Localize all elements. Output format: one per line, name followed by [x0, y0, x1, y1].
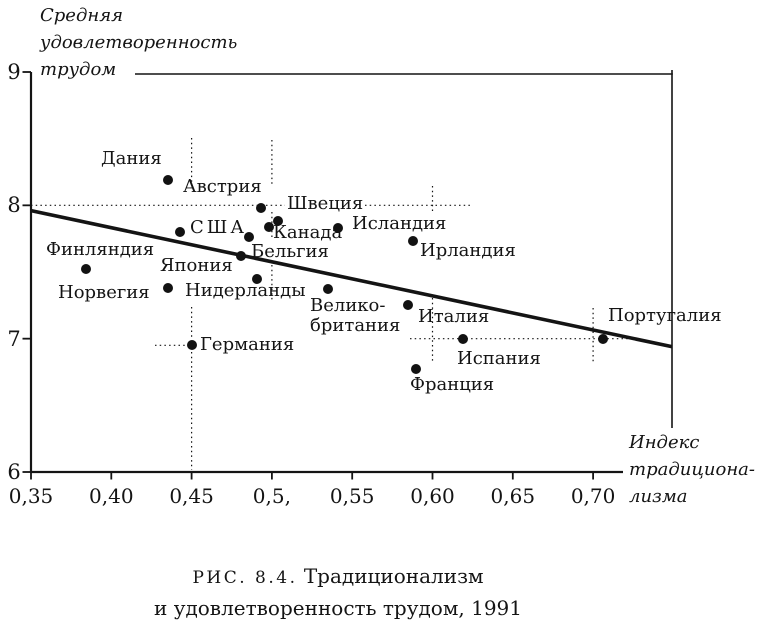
dotted-leader-lines: [31, 138, 633, 470]
x-axis-title-line: традициона-: [629, 459, 755, 480]
country-label: Канада: [273, 222, 343, 243]
country-label: Финляндия: [46, 239, 155, 260]
x-tick-label: 0,5,: [252, 484, 291, 508]
country-label: Бельгия: [251, 241, 329, 262]
x-tick-label: 0,40: [89, 484, 134, 508]
data-point: [255, 203, 266, 213]
y-axis-title: Средняя удовлетворенность трудом: [40, 2, 237, 83]
caption-title: Традиционализм: [303, 564, 484, 588]
tick-marks: [22, 71, 594, 480]
x-tick-label: 0,70: [570, 484, 616, 508]
caption-line1: РИС. 8.4. Традиционализм: [10, 561, 666, 593]
country-label: США: [190, 217, 247, 238]
y-axis-title-line: удовлетворенность: [40, 32, 238, 53]
data-point: [403, 300, 414, 311]
data-point: [244, 232, 255, 243]
country-label: Ирландия: [420, 240, 516, 261]
data-point: [175, 227, 186, 237]
country-label: Австрия: [183, 176, 262, 197]
data-point: [323, 284, 334, 295]
y-axis-title-line: Средняя: [40, 5, 124, 26]
country-label: Франция: [410, 374, 495, 395]
country-label: Германия: [200, 334, 295, 355]
country-label: Исландия: [352, 213, 447, 234]
data-point: [252, 273, 263, 284]
x-tick-label: 0,65: [490, 484, 536, 508]
x-tick-label: 0,45: [169, 484, 214, 508]
data-point: [162, 283, 173, 293]
trend-line: [30, 208, 673, 349]
country-label: Испания: [457, 348, 541, 369]
y-tick-label: 8: [7, 193, 21, 218]
country-label: Норвегия: [58, 282, 150, 303]
data-point: [411, 364, 422, 375]
data-point: [186, 340, 197, 351]
data-point: [80, 264, 91, 275]
y-axis-title-line: трудом: [40, 59, 117, 80]
data-point: [408, 236, 419, 247]
x-axis-title-line: лизма: [629, 486, 688, 507]
data-point: [332, 223, 343, 233]
data-point: [273, 216, 284, 227]
plot-frame: [29, 70, 673, 474]
x-tick-label: 0,60: [410, 484, 455, 508]
data-point: [162, 175, 173, 185]
data-point: [263, 221, 274, 232]
country-label: Нидерланды: [185, 280, 306, 301]
y-tick-label: 7: [7, 326, 21, 351]
caption-line2: и удовлетворенность трудом, 1991: [154, 596, 522, 620]
data-point: [236, 251, 247, 261]
x-axis-title-line: Индекс: [629, 432, 700, 453]
x-tick-label: 0,55: [329, 484, 375, 508]
country-label: Велико- британия: [310, 295, 401, 336]
x-axis-title: Индекс традициона- лизма: [629, 429, 755, 510]
y-tick-label: 6: [7, 460, 21, 484]
country-label: Дания: [101, 148, 162, 169]
country-label: Италия: [418, 306, 490, 327]
data-point: [458, 333, 468, 344]
figure-caption: РИС. 8.4. Традиционализм и удовлетворенн…: [10, 561, 666, 620]
country-label: Япония: [160, 255, 233, 276]
data-point: [597, 333, 608, 344]
y-tick-label: 9: [7, 60, 21, 84]
caption-number: РИС. 8.4.: [192, 568, 298, 588]
country-label: Португалия: [608, 305, 722, 326]
x-tick-label: 0,35: [8, 484, 54, 508]
country-label: Швеция: [287, 193, 364, 214]
